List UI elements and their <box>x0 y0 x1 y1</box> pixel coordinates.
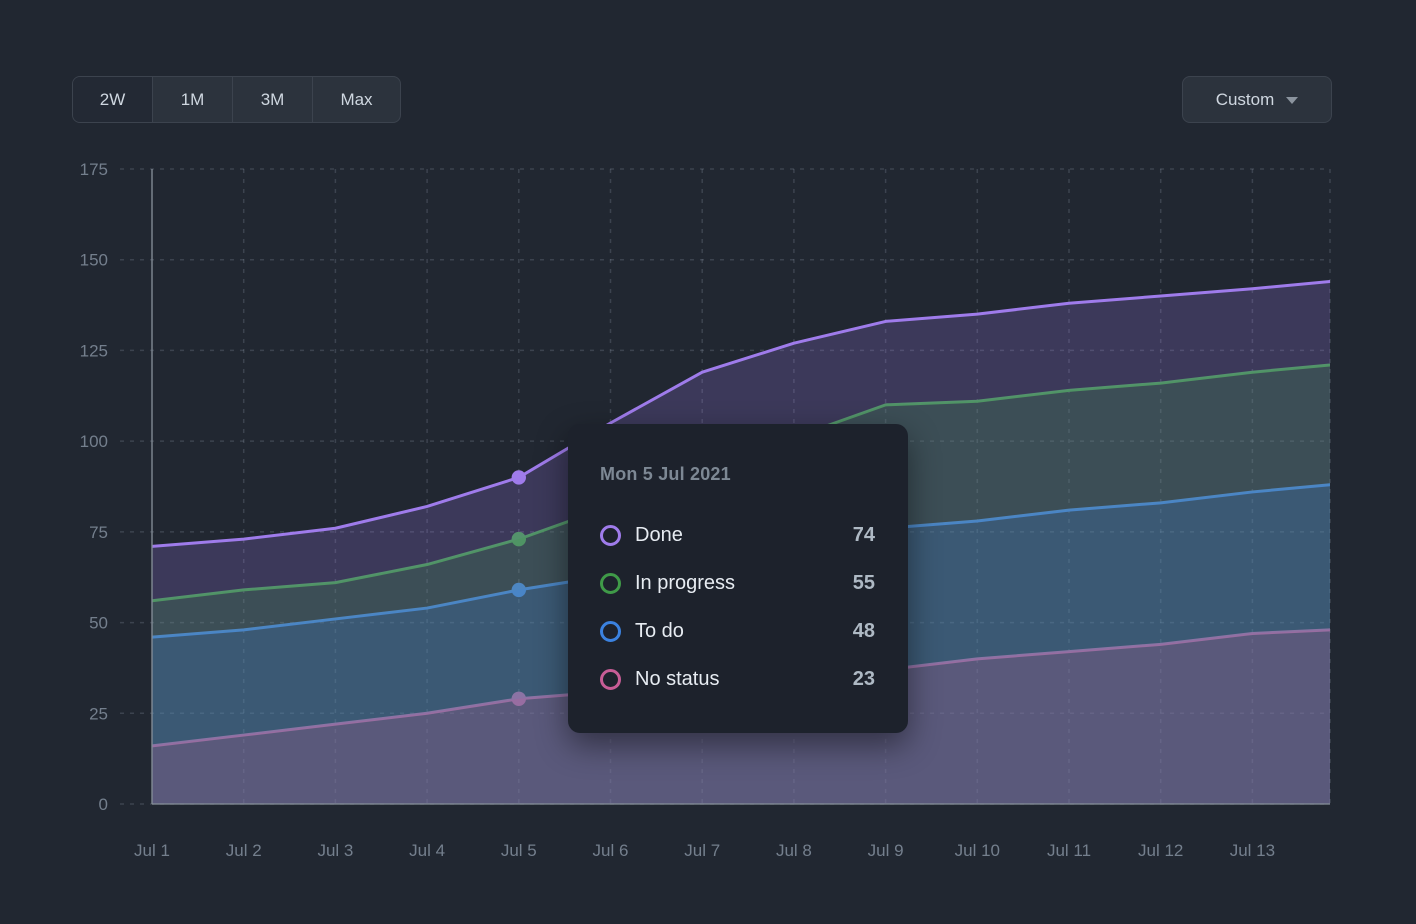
y-tick-label: 50 <box>89 614 108 633</box>
tooltip-date: Mon 5 Jul 2021 <box>600 464 731 484</box>
range-button-max[interactable]: Max <box>313 77 400 122</box>
y-tick-label: 175 <box>80 160 108 179</box>
legend-ring-in-progress-icon <box>600 572 621 594</box>
x-tick-label: Jul 4 <box>409 841 445 860</box>
range-button-2w[interactable]: 2W <box>73 77 153 122</box>
chart-tooltip: Mon 5 Jul 2021 Done 74 In progress 55 To… <box>568 424 908 733</box>
range-button-3m[interactable]: 3M <box>233 77 313 122</box>
y-tick-label: 25 <box>89 704 108 723</box>
tooltip-value: 55 <box>852 571 875 594</box>
tooltip-row-no-status: No status 23 <box>600 655 875 703</box>
y-tick-label: 150 <box>80 251 108 270</box>
custom-range-label: Custom <box>1215 89 1275 109</box>
x-tick-label: Jul 2 <box>226 841 262 860</box>
y-tick-label: 75 <box>89 523 108 542</box>
x-tick-label: Jul 11 <box>1047 841 1091 860</box>
tooltip-row-in-progress: In progress 55 <box>600 559 875 607</box>
marker-dot-in-progress <box>511 531 526 547</box>
legend-ring-done-icon <box>600 524 621 546</box>
chevron-down-icon <box>1286 97 1299 104</box>
x-tick-label: Jul 9 <box>868 841 904 860</box>
tooltip-value: 23 <box>852 667 875 690</box>
tooltip-row-done: Done 74 <box>600 511 875 559</box>
legend-ring-to-do-icon <box>600 620 621 642</box>
x-tick-label: Jul 10 <box>955 841 1000 860</box>
y-tick-label: 125 <box>80 341 108 360</box>
tooltip-label: No status <box>635 667 720 690</box>
x-tick-label: Jul 7 <box>684 841 720 860</box>
marker-dot-done <box>511 470 526 485</box>
x-tick-label: Jul 1 <box>134 841 170 860</box>
x-tick-label: Jul 8 <box>776 841 812 860</box>
tooltip-row-to-do: To do 48 <box>600 607 875 655</box>
marker-dot-no-status <box>511 691 526 706</box>
tooltip-label: Done <box>635 523 683 546</box>
x-tick-label: Jul 6 <box>593 841 629 860</box>
x-tick-label: Jul 3 <box>317 841 353 860</box>
tooltip-value: 48 <box>852 619 875 642</box>
range-button-1m[interactable]: 1M <box>153 77 233 122</box>
y-tick-label: 0 <box>99 795 108 814</box>
custom-range-dropdown[interactable]: Custom <box>1182 76 1332 123</box>
series-line-done <box>152 279 1330 548</box>
x-tick-label: Jul 13 <box>1230 841 1275 860</box>
tooltip-label: In progress <box>635 571 736 594</box>
time-range-segmented-control[interactable]: 2W 1M 3M Max <box>72 76 401 123</box>
tooltip-label: To do <box>635 619 684 642</box>
tooltip-value: 74 <box>852 523 875 546</box>
legend-ring-no-status-icon <box>600 668 621 690</box>
x-tick-label: Jul 12 <box>1138 841 1183 860</box>
y-tick-label: 100 <box>80 432 108 451</box>
x-tick-label: Jul 5 <box>501 841 537 860</box>
marker-dot-to-do <box>511 582 526 598</box>
